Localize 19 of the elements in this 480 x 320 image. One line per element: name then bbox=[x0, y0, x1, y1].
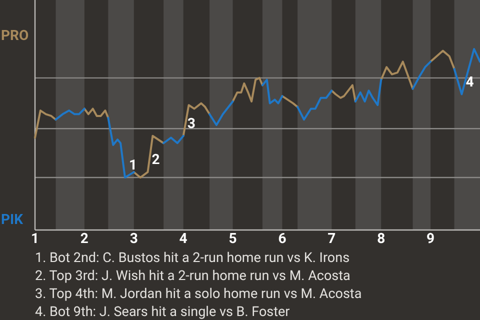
annotation: 2 bbox=[152, 152, 160, 168]
x-tick-label: 8 bbox=[377, 231, 386, 247]
text: 3. Top 4th: M. Jordan hit a solo home run vs M. Acosta bbox=[35, 286, 362, 302]
x-tick-label: 9 bbox=[426, 231, 435, 247]
x-tick-label: 4 bbox=[179, 231, 188, 247]
x-tick-label: 3 bbox=[130, 231, 138, 247]
text: PRO bbox=[1, 28, 29, 44]
x-tick-label: 6 bbox=[278, 231, 286, 247]
x-tick-label: 7 bbox=[328, 231, 336, 247]
text: PIK bbox=[1, 212, 24, 228]
x-tick-label: 1 bbox=[30, 231, 40, 247]
x-tick-label: 2 bbox=[80, 231, 88, 247]
text: 2. Top 3rd: J. Wish hit a 2-run home run vs M. Acosta bbox=[35, 268, 350, 284]
text: 1. Bot 2nd: C. Bustos hit a 2-run home run vs K. Irons bbox=[35, 250, 350, 266]
annotation: 3 bbox=[187, 116, 196, 132]
text: 4. Bot 9th: J. Sears hit a single vs B. Foster bbox=[35, 304, 290, 320]
annotation: 4 bbox=[466, 74, 474, 90]
annotation: 1 bbox=[128, 158, 138, 174]
x-tick-label: 5 bbox=[228, 231, 237, 247]
